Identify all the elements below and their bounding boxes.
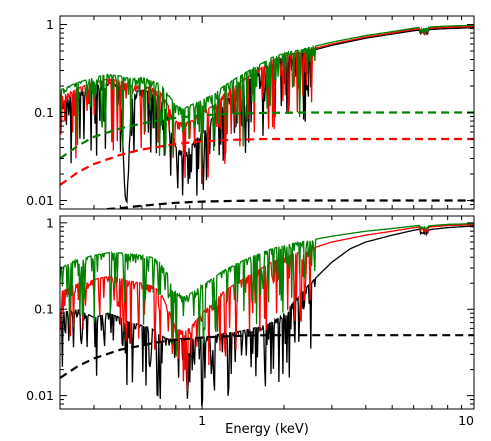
top-panel-series (60, 24, 474, 209)
top-panel: 0.01 0.1 1 (26, 15, 475, 210)
bottom-series-0-line (60, 225, 474, 406)
bottom-panel-frame (59, 215, 475, 410)
bottom-ytick-label: 0.1 (34, 302, 54, 317)
top-panel-ticks: 0.01 0.1 1 (26, 16, 475, 210)
top-series-2-line (60, 24, 474, 170)
top-ytick-label: 0.1 (34, 105, 54, 120)
bottom-series-1-line (60, 224, 474, 392)
bottom-ytick-label: 0.01 (26, 388, 54, 403)
bottom-xtick-label: 10 (458, 413, 474, 428)
top-ytick-label: 1 (46, 17, 54, 32)
x-axis-title: Energy (keV) (225, 422, 309, 437)
bottom-ytick-label: 1 (46, 215, 54, 230)
bottom-panel-ticks: 0.01 0.1 1 1 10 (26, 215, 475, 428)
top-series-4-line (60, 137, 474, 186)
bottom-xtick-label: 1 (198, 413, 206, 428)
bottom-panel-series (60, 222, 474, 406)
bottom-series-2-line (60, 222, 474, 357)
top-series-5-line (93, 199, 474, 209)
bottom-series-3-line (60, 334, 474, 379)
top-series-3-line (60, 111, 474, 160)
top-ytick-label: 0.01 (26, 193, 54, 208)
bottom-panel: 0.01 0.1 1 1 10 (26, 215, 475, 428)
